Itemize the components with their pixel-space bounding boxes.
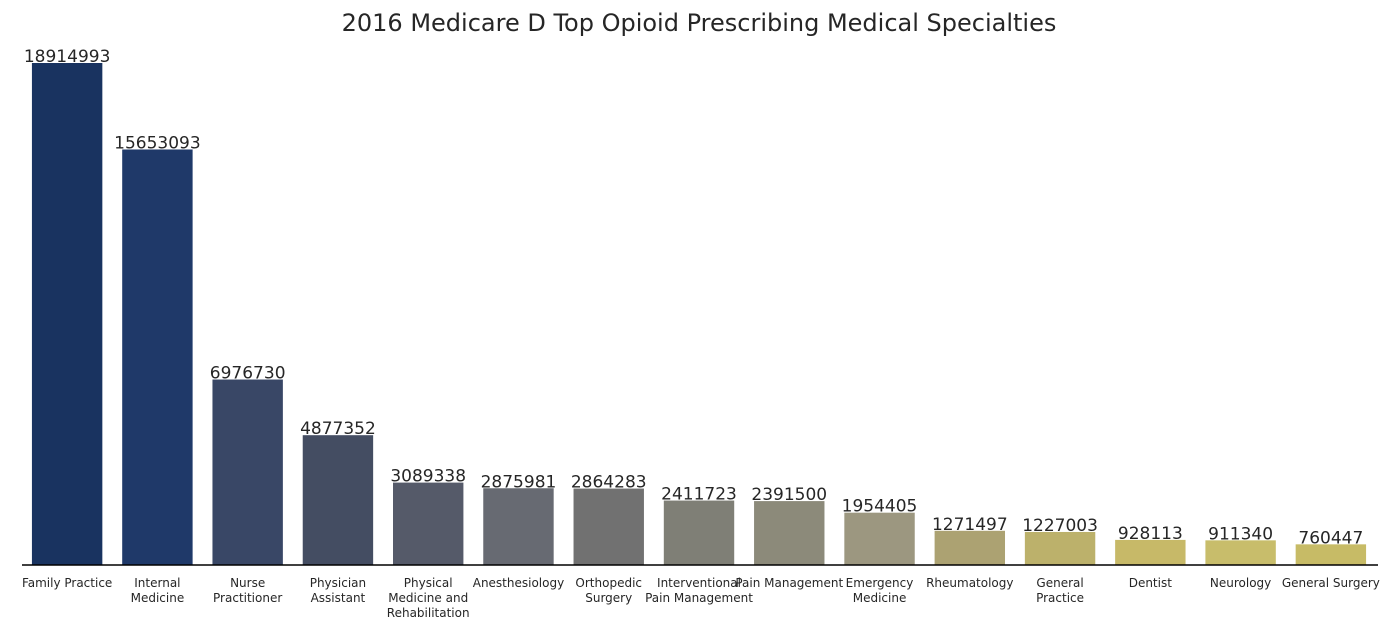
bar bbox=[1024, 531, 1096, 565]
x-tick-label-line: Internal bbox=[134, 576, 180, 590]
x-tick-label: Physical Medicine and Rehabilitation bbox=[387, 576, 470, 620]
bar-value-label: 4877352 bbox=[300, 419, 376, 439]
bar bbox=[844, 512, 915, 565]
bar-value-label: 2411723 bbox=[661, 485, 737, 505]
bar-value-label: 760447 bbox=[1298, 528, 1363, 548]
x-tick-label-line: Pain Management bbox=[735, 576, 843, 590]
bars-layer bbox=[31, 63, 1367, 565]
bar bbox=[663, 500, 735, 565]
bar-value-label: 2875981 bbox=[481, 472, 557, 492]
bar bbox=[1295, 544, 1367, 565]
x-tick-label-line: Dentist bbox=[1129, 576, 1173, 590]
x-tick-label: General Surgery bbox=[1282, 576, 1380, 590]
x-tick-label: Physician Assistant bbox=[310, 576, 366, 605]
value-labels-layer: 18914993 15653093 6976730 4877352 3089338 287… bbox=[24, 47, 1363, 548]
bar bbox=[1205, 540, 1276, 565]
bar-value-label: 1954405 bbox=[842, 497, 918, 517]
x-tick-label: Nurse Practitioner bbox=[213, 576, 282, 605]
x-tick-label-line: Nurse bbox=[230, 576, 265, 590]
bar-value-label: 928113 bbox=[1118, 524, 1183, 544]
x-tick-label-line: Rehabilitation bbox=[387, 606, 470, 620]
bar bbox=[483, 488, 554, 565]
bar-value-label: 2391500 bbox=[751, 485, 827, 505]
x-tick-label-line: Assistant bbox=[311, 591, 366, 605]
x-tick-label-line: Practitioner bbox=[213, 591, 282, 605]
bar bbox=[31, 63, 103, 565]
bar bbox=[122, 149, 193, 565]
bar-value-label: 15653093 bbox=[114, 133, 201, 153]
bar bbox=[393, 482, 464, 565]
x-tick-label-line: Pain Management bbox=[645, 591, 753, 605]
bar bbox=[754, 501, 825, 565]
bar bbox=[934, 530, 1006, 565]
x-tick-label: General Practice bbox=[1036, 576, 1084, 605]
x-tick-label-line: Neurology bbox=[1210, 576, 1271, 590]
chart-title: 2016 Medicare D Top Opioid Prescribing M… bbox=[342, 9, 1057, 37]
x-tick-label-line: Family Practice bbox=[22, 576, 112, 590]
x-tick-label: Rheumatology bbox=[926, 576, 1013, 590]
x-tick-label-line: Medicine bbox=[131, 591, 185, 605]
x-tick-label-line: Anesthesiology bbox=[473, 576, 564, 590]
x-tick-label-line: Interventional bbox=[657, 576, 741, 590]
x-tick-label-line: Practice bbox=[1036, 591, 1084, 605]
bar-value-label: 3089338 bbox=[390, 467, 466, 487]
x-tick-label-line: Physician bbox=[310, 576, 366, 590]
bar bbox=[1115, 539, 1186, 565]
bar-value-label: 1227003 bbox=[1022, 516, 1098, 536]
bar-value-label: 1271497 bbox=[932, 515, 1008, 535]
x-tick-label-line: Medicine and bbox=[388, 591, 468, 605]
x-tick-label-line: Surgery bbox=[585, 591, 632, 605]
bar-value-label: 911340 bbox=[1208, 524, 1273, 544]
x-tick-label-line: Rheumatology bbox=[926, 576, 1013, 590]
x-tick-label-line: Orthopedic bbox=[575, 576, 642, 590]
x-tick-label: Internal Medicine bbox=[131, 576, 185, 605]
x-tick-label: Orthopedic Surgery bbox=[575, 576, 642, 605]
x-tick-label: Family Practice bbox=[22, 576, 112, 590]
bar bbox=[212, 379, 283, 565]
x-tick-label-line: Emergency bbox=[846, 576, 914, 590]
x-tick-label-line: General bbox=[1036, 576, 1083, 590]
bar bbox=[573, 488, 644, 565]
x-tick-label: Emergency Medicine bbox=[846, 576, 914, 605]
x-tick-label-line: Physical bbox=[404, 576, 453, 590]
x-tick-label-line: General Surgery bbox=[1282, 576, 1380, 590]
bar-value-label: 6976730 bbox=[210, 364, 286, 384]
x-tick-label-line: Medicine bbox=[853, 591, 907, 605]
bar-value-label: 18914993 bbox=[24, 47, 111, 67]
bar bbox=[302, 435, 374, 565]
x-tick-label: Anesthesiology bbox=[473, 576, 564, 590]
bar-value-label: 2864283 bbox=[571, 473, 647, 493]
x-tick-label: Neurology bbox=[1210, 576, 1271, 590]
x-tick-label: Dentist bbox=[1129, 576, 1173, 590]
x-tick-label: Interventional Pain Management bbox=[645, 576, 753, 605]
x-tick-label: Pain Management bbox=[735, 576, 843, 590]
